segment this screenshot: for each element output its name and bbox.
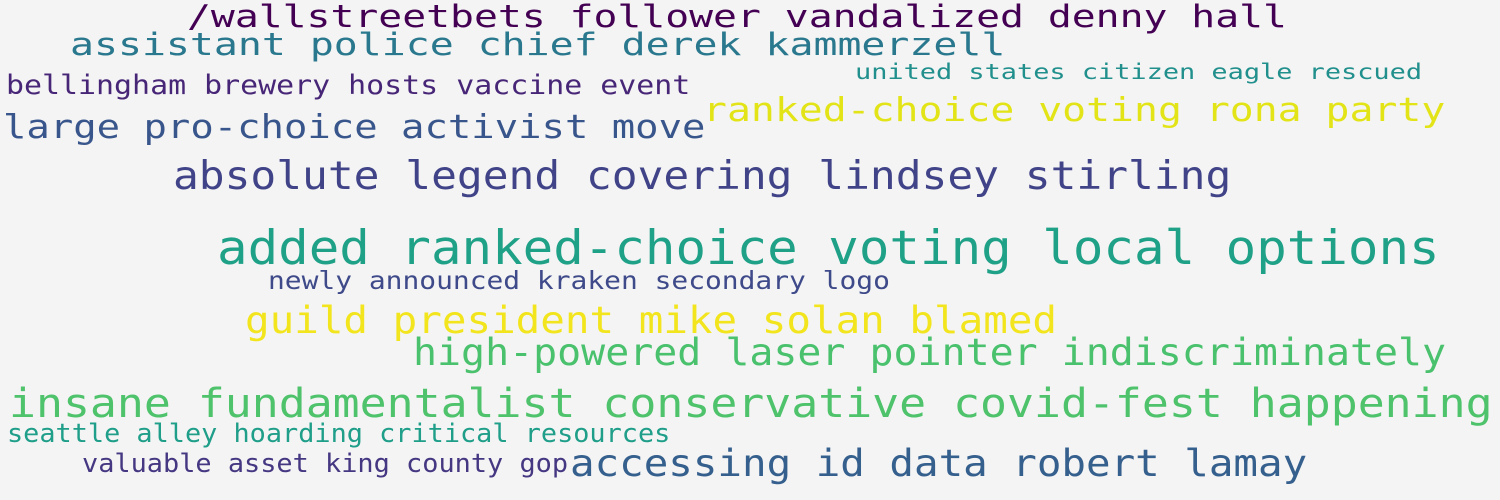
- phrase-mike-solan-blamed: guild president mike solan blamed: [245, 299, 1058, 342]
- phrase-ranked-choice-rona-party: ranked-choice voting rona party: [703, 91, 1446, 129]
- phrase-robert-lamay: accessing id data robert lamay: [570, 442, 1308, 485]
- phrase-ranked-choice-local-options: added ranked-choice voting local options: [217, 221, 1440, 276]
- phrase-seattle-alley-hoarding: seattle alley hoarding critical resource…: [7, 419, 671, 449]
- phrase-pro-choice-activist: large pro-choice activist move: [3, 108, 706, 146]
- phrase-kraken-logo: newly announced kraken secondary logo: [268, 266, 890, 295]
- phrase-laser-pointer: high-powered laser pointer indiscriminat…: [413, 331, 1447, 374]
- phrase-citizen-eagle-rescued: united states citizen eagle rescued: [855, 60, 1423, 85]
- phrase-wallstreetbets-denny-hall: /wallstreetbets follower vandalized denn…: [187, 0, 1287, 35]
- phrase-bellingham-brewery: bellingham brewery hosts vaccine event: [6, 70, 691, 101]
- phrase-king-county-gop: valuable asset king county gop: [82, 449, 569, 479]
- phrase-lindsey-stirling: absolute legend covering lindsey stirlin…: [173, 154, 1232, 199]
- phrase-police-chief-kammerzell: assistant police chief derek kammerzell: [70, 27, 1006, 63]
- phrase-covid-fest: insane fundamentalist conservative covid…: [9, 381, 1493, 427]
